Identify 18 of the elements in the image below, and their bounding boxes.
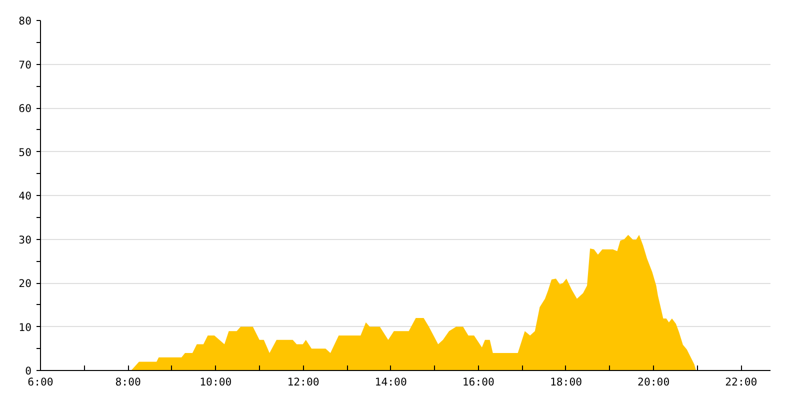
- x-tick-label: 14:00: [374, 376, 407, 388]
- y-tick-label: 60: [18, 102, 32, 115]
- x-tick-label: 12:00: [287, 376, 320, 388]
- y-tick-label: 20: [18, 277, 32, 290]
- x-tick-label: 8:00: [115, 376, 141, 388]
- x-tick-label: 10:00: [200, 376, 232, 388]
- x-tick-label: 16:00: [462, 376, 494, 388]
- y-tick-label: 10: [18, 320, 32, 334]
- y-tick-label: 30: [18, 233, 32, 246]
- y-tick-label: 80: [18, 14, 32, 28]
- x-tick-label: 20:00: [638, 376, 670, 388]
- y-tick-label: 70: [18, 58, 32, 72]
- y-tick-label: 50: [18, 146, 32, 159]
- x-tick-label: 18:00: [550, 376, 582, 388]
- x-tick-label: 22:00: [725, 376, 758, 388]
- y-tick-label: 0: [25, 364, 32, 378]
- x-tick-label: 6:00: [28, 376, 54, 388]
- y-tick-label: 40: [18, 190, 32, 202]
